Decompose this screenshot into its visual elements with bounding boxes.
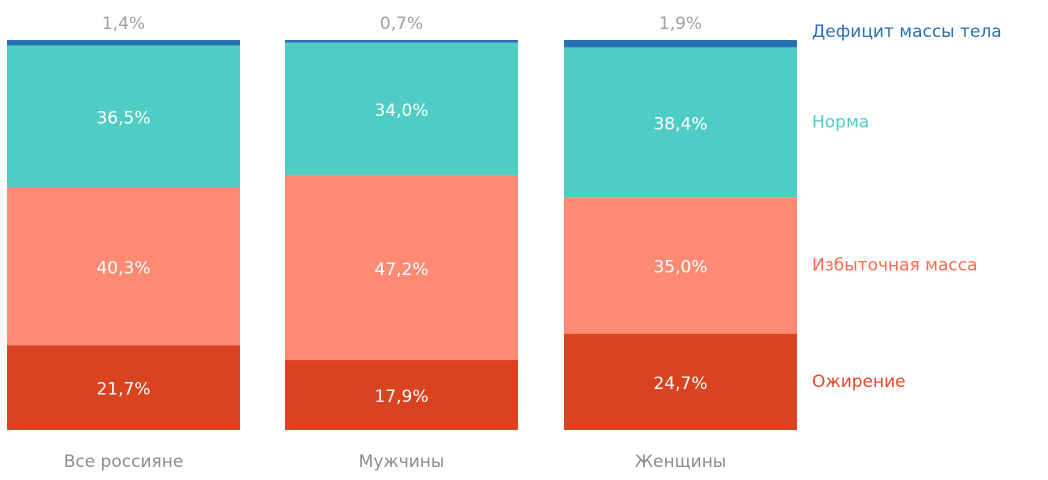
legend-label: Ожирение bbox=[812, 372, 906, 392]
data-label: 0,7% bbox=[380, 14, 423, 34]
bar-segment bbox=[7, 45, 240, 188]
data-label: 38,4% bbox=[653, 114, 707, 134]
bar-segment bbox=[564, 47, 797, 198]
bar-segment bbox=[7, 187, 240, 346]
data-label: 40,3% bbox=[96, 259, 150, 279]
legend-label: Дефицит массы тела bbox=[812, 22, 1002, 42]
data-label: 35,0% bbox=[653, 257, 707, 277]
bar-segment bbox=[285, 42, 518, 176]
data-label: 47,2% bbox=[374, 260, 428, 280]
bar-segment bbox=[7, 40, 240, 46]
bar-segment bbox=[285, 175, 518, 361]
data-label: 1,9% bbox=[659, 14, 702, 34]
category-label: Женщины bbox=[635, 452, 726, 472]
category-label: Все россияне bbox=[64, 452, 184, 472]
data-label: 1,4% bbox=[102, 14, 145, 34]
data-label: 21,7% bbox=[96, 380, 150, 400]
legend-label: Норма bbox=[812, 112, 869, 132]
bar-segment bbox=[285, 360, 518, 430]
category-label: Мужчины bbox=[359, 452, 445, 472]
bar-segment bbox=[7, 345, 240, 430]
data-label: 36,5% bbox=[96, 109, 150, 129]
data-label: 34,0% bbox=[374, 101, 428, 121]
data-label: 17,9% bbox=[374, 387, 428, 407]
bar-segment bbox=[285, 40, 518, 43]
data-label: 24,7% bbox=[653, 374, 707, 394]
bar-segment bbox=[564, 197, 797, 334]
bar-segment bbox=[564, 40, 797, 48]
legend-label: Избыточная масса bbox=[812, 255, 978, 275]
bar-segment bbox=[564, 333, 797, 430]
